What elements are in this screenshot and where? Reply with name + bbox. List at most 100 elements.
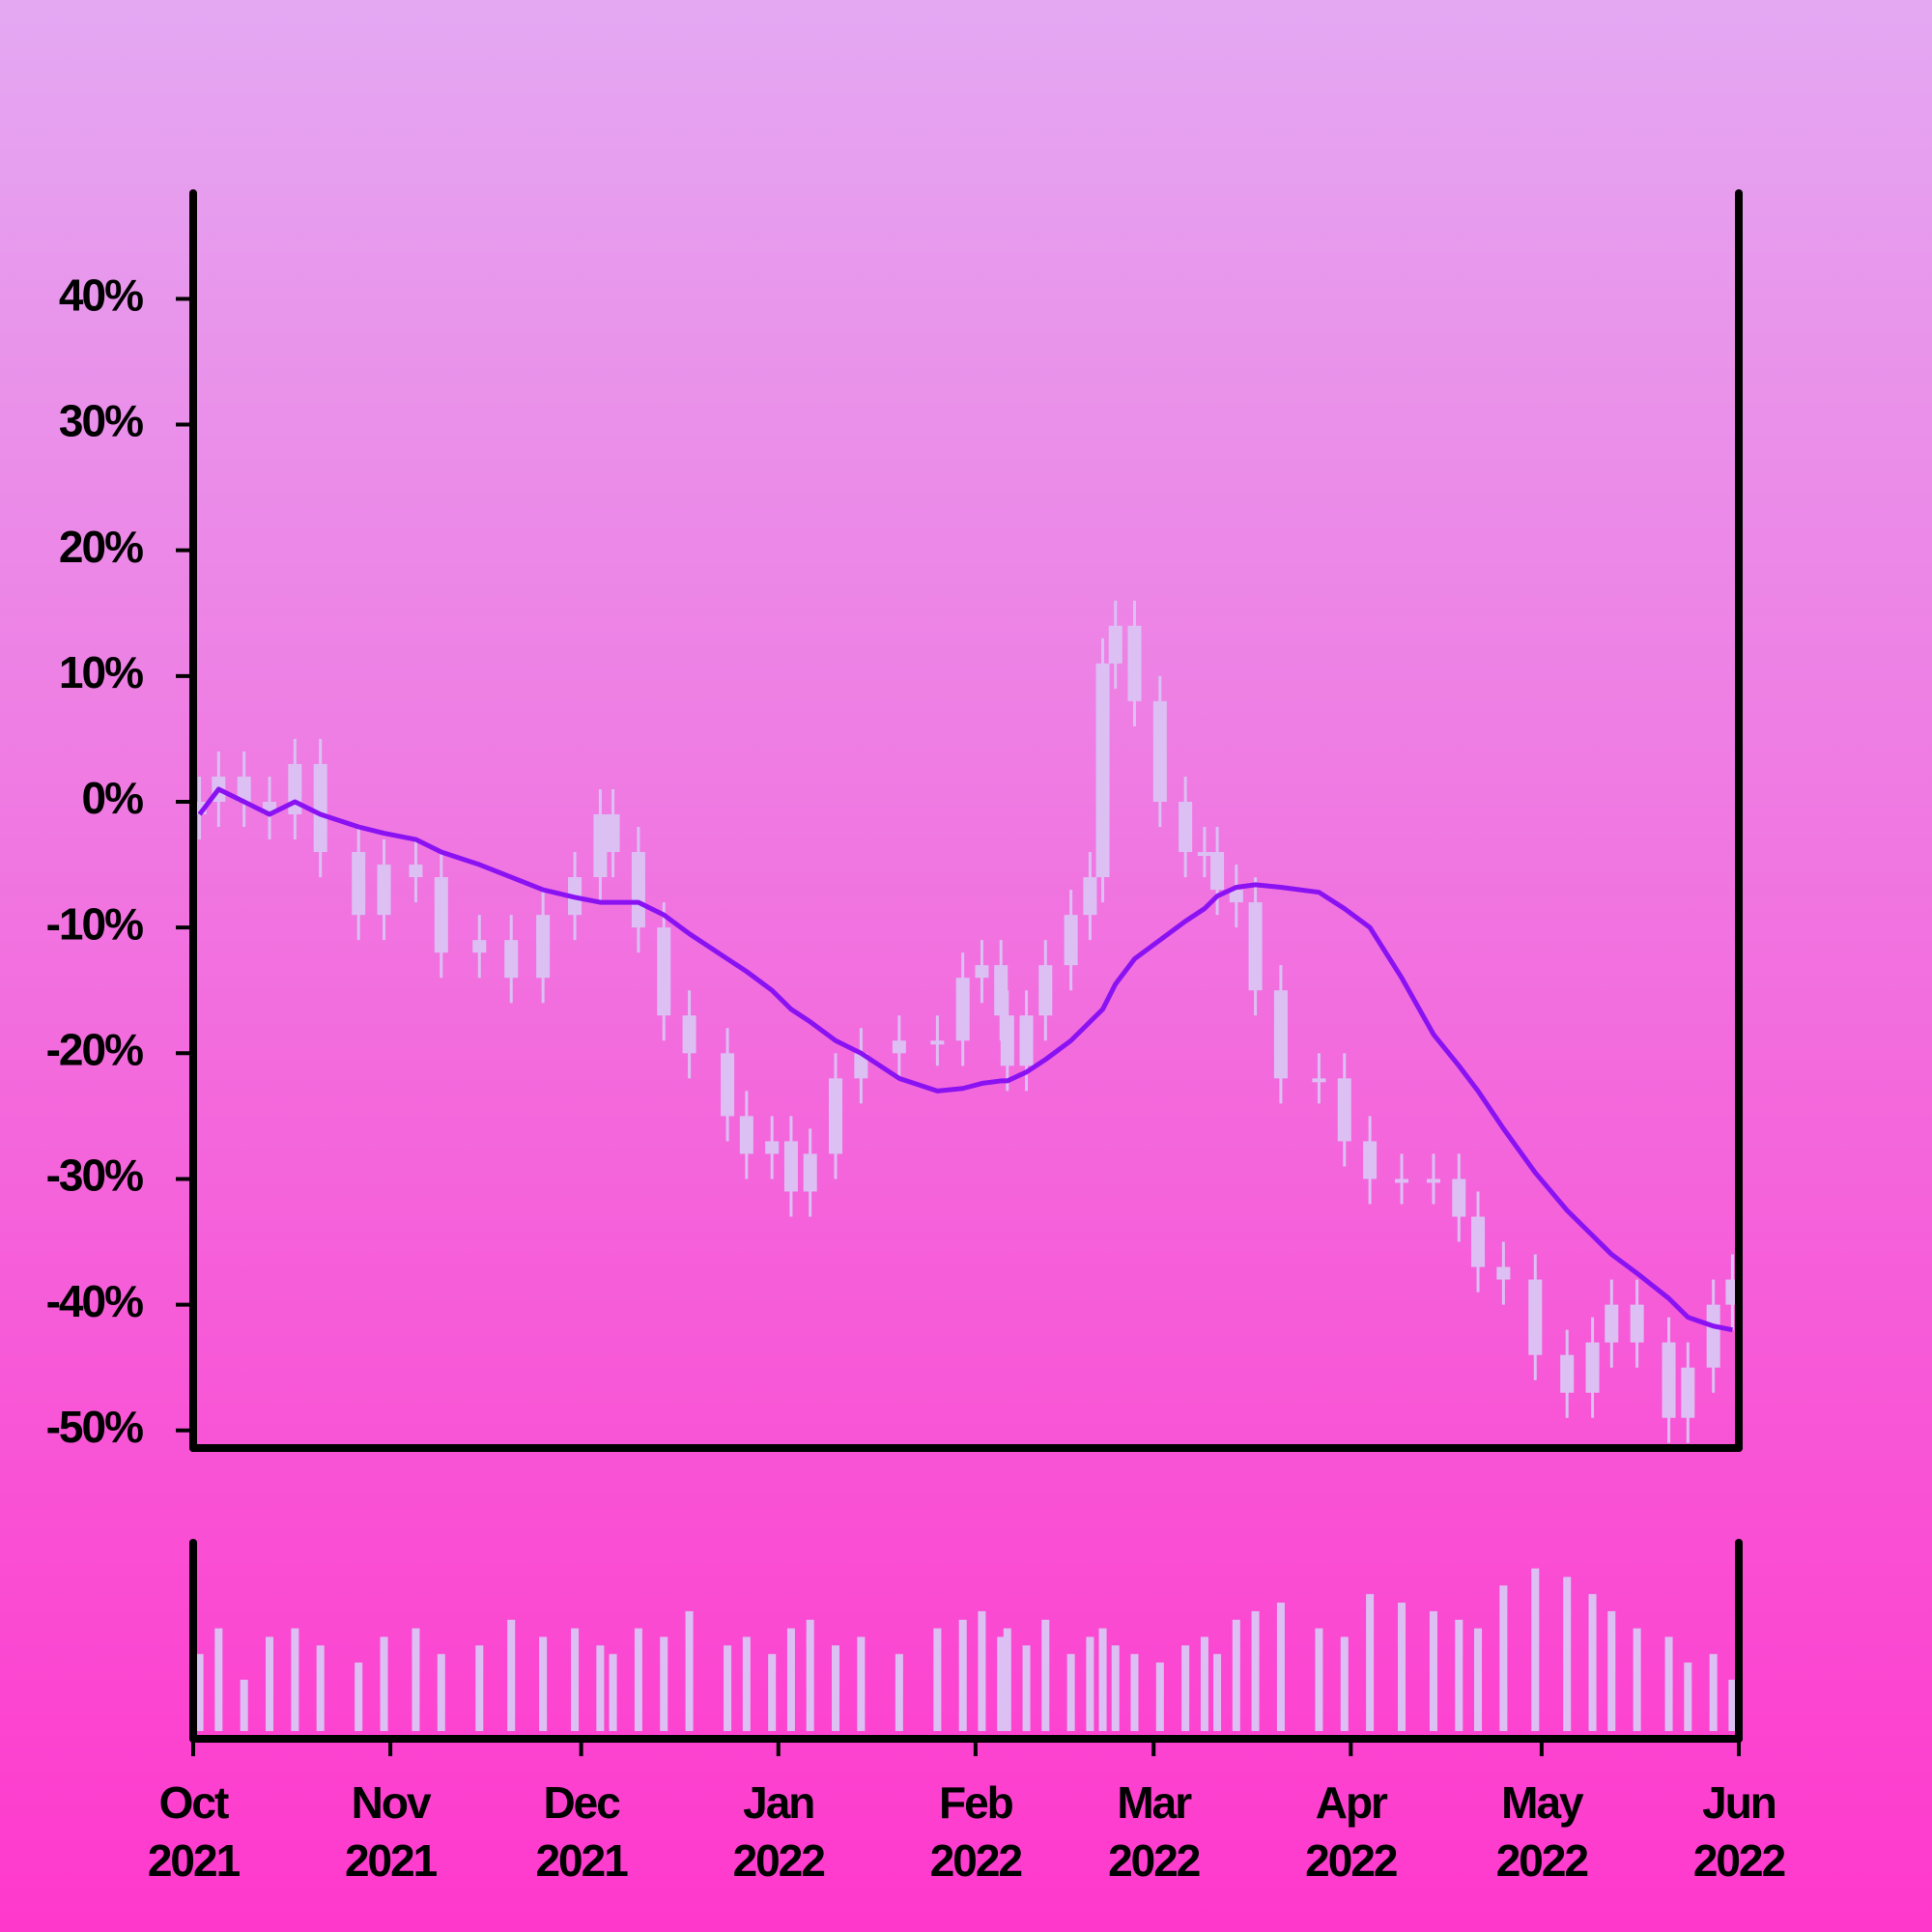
candle-body <box>472 940 487 953</box>
candle-body <box>631 852 645 928</box>
x-tick-label: Dec 2021 <box>535 1777 628 1886</box>
candle-body <box>783 1141 798 1192</box>
volume-bar <box>786 1628 795 1731</box>
candle-body <box>352 852 366 916</box>
candle-body <box>682 1015 696 1054</box>
candle-body <box>854 1053 868 1079</box>
candle-body <box>721 1053 735 1117</box>
volume-bar <box>1003 1628 1011 1731</box>
volume-bar <box>978 1610 986 1731</box>
candle-body <box>1248 902 1263 991</box>
candle-body <box>1363 1141 1378 1179</box>
volume-bar <box>742 1636 751 1731</box>
volume-bar <box>724 1645 732 1731</box>
candle-body <box>1706 1304 1720 1368</box>
candle-body <box>313 763 327 853</box>
candle-body <box>975 965 989 979</box>
candle-body <box>434 877 448 953</box>
volume-bar <box>1155 1662 1164 1731</box>
candle-body <box>739 1116 753 1154</box>
volume-bar <box>895 1654 903 1731</box>
moving-average-line <box>197 786 1733 1333</box>
x-tick-label: Mar 2022 <box>1108 1777 1201 1886</box>
candle-body <box>504 940 519 979</box>
volume-bar <box>1232 1619 1240 1731</box>
volume-bar <box>1588 1594 1597 1731</box>
volume-bar <box>316 1645 325 1731</box>
volume-bar <box>1607 1610 1616 1731</box>
x-tick-label: May 2022 <box>1495 1777 1589 1886</box>
volume-bar <box>1664 1636 1673 1731</box>
volume-bar <box>958 1619 967 1731</box>
candle-body <box>1000 1015 1014 1066</box>
x-tick-label: Feb 2022 <box>929 1777 1023 1886</box>
volume-bar <box>437 1654 445 1731</box>
volume-bar <box>380 1636 388 1731</box>
candle-body <box>994 965 1009 1016</box>
volume-bar <box>1022 1645 1031 1731</box>
candle-body <box>1560 1354 1575 1393</box>
volume-bar <box>1251 1610 1260 1731</box>
candle-body <box>1108 625 1122 664</box>
candle-body <box>1179 801 1193 853</box>
candle-body <box>1681 1367 1695 1418</box>
volume-bar <box>1531 1568 1540 1731</box>
volume-bar <box>857 1636 866 1731</box>
candle-body <box>1083 877 1097 916</box>
volume-bar <box>355 1662 363 1731</box>
volume-bar <box>1366 1594 1375 1731</box>
candle-body <box>803 1153 817 1192</box>
candle-body <box>1452 1179 1466 1217</box>
y-tick-label: -30% <box>46 1151 143 1201</box>
volume-bar <box>240 1679 248 1731</box>
candle-body <box>1210 852 1225 891</box>
volume-bar <box>1563 1577 1572 1731</box>
volume-bar <box>266 1636 274 1731</box>
volume-bar <box>1429 1610 1437 1731</box>
x-tick-label: Oct 2021 <box>147 1777 241 1886</box>
y-tick-label: 30% <box>59 396 143 446</box>
y-tick-label: -10% <box>46 898 143 949</box>
volume-bar <box>1474 1628 1483 1731</box>
volume-bar <box>685 1610 694 1731</box>
volume-bar <box>1709 1654 1718 1731</box>
candle-body <box>377 865 391 916</box>
volume-bar <box>1315 1628 1323 1731</box>
volume-bar <box>1200 1636 1208 1731</box>
candle-body <box>1312 1078 1326 1083</box>
candle-body <box>765 1141 780 1154</box>
candle-body <box>409 865 423 878</box>
candle-body <box>1630 1304 1644 1343</box>
candle-body <box>930 1040 945 1045</box>
candle-body <box>1585 1342 1600 1393</box>
volume-bar <box>768 1654 777 1731</box>
candle-body <box>1496 1266 1511 1280</box>
volume-bar <box>997 1636 1006 1731</box>
y-tick-label: 0% <box>82 773 144 823</box>
volume-bar <box>1181 1645 1190 1731</box>
candle-body <box>829 1078 843 1154</box>
volume-bar <box>1098 1628 1107 1731</box>
candle-body <box>1152 700 1167 802</box>
volume-bar <box>1276 1603 1285 1731</box>
candle-body <box>1019 1015 1034 1066</box>
candle-body <box>237 776 251 802</box>
candle-body <box>657 927 671 1016</box>
volume-bar <box>1684 1662 1692 1731</box>
candle-body <box>1395 1179 1409 1183</box>
volume-bar <box>806 1619 814 1731</box>
volume-bar <box>195 1654 204 1731</box>
volume-bar <box>1066 1654 1075 1731</box>
volume-bar <box>1111 1645 1120 1731</box>
volume-bar <box>609 1654 617 1731</box>
volume-bar <box>634 1628 642 1731</box>
candle-body <box>606 813 620 853</box>
volume-bar <box>412 1628 420 1731</box>
volume-bar <box>1499 1585 1508 1731</box>
volume-bar <box>1398 1603 1406 1731</box>
x-tick-label: Jun 2022 <box>1692 1777 1786 1886</box>
volume-bar <box>475 1645 484 1731</box>
candle-body <box>1662 1342 1676 1418</box>
